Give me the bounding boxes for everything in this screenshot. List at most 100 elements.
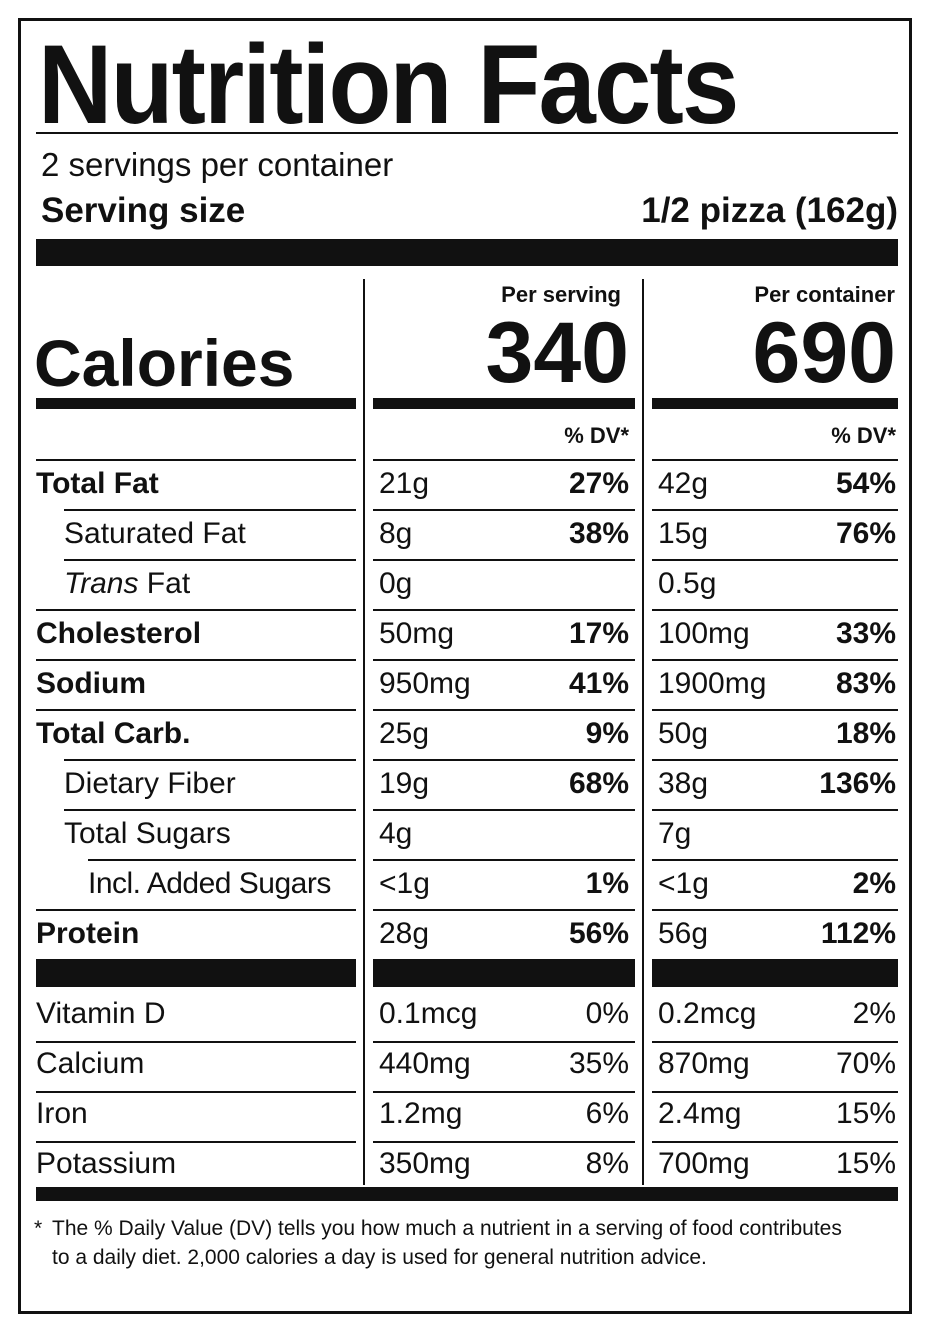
dv-header-serving: % DV*	[564, 423, 629, 448]
row-divider-left	[64, 559, 356, 561]
micronutrient-name: Calcium	[36, 1047, 145, 1080]
title-divider	[36, 132, 898, 134]
thick-divider	[36, 239, 898, 266]
nutrient-name: Saturated Fat	[64, 517, 246, 550]
label-title: Nutrition Facts	[38, 22, 739, 147]
container-amount: 2.4mg	[658, 1097, 742, 1130]
serving-dv: 38%	[568, 517, 629, 550]
nutrient-name: Total Sugars	[64, 817, 231, 850]
row-divider-left	[36, 659, 356, 661]
nutrient-name: Incl. Added Sugars	[88, 867, 331, 900]
row-divider-left	[64, 759, 356, 761]
micro-divider-left	[36, 1141, 356, 1143]
row-divider-middle	[373, 509, 635, 511]
micro-divider-right	[652, 1141, 898, 1143]
row-divider-right	[652, 559, 898, 561]
bottom-thick-divider	[36, 1187, 898, 1201]
row-divider-middle	[373, 859, 635, 861]
row-divider-left	[88, 859, 356, 861]
row-divider-right	[652, 459, 898, 461]
container-dv: 2%	[852, 867, 896, 900]
container-amount: 56g	[658, 917, 709, 950]
serving-dv: 56%	[568, 917, 629, 950]
container-dv: 54%	[835, 467, 896, 500]
row-divider-middle	[373, 659, 635, 661]
nutrient-name: Trans Fat	[64, 569, 190, 599]
calories-label: Calories	[34, 326, 295, 400]
serving-dv: 6%	[585, 1097, 629, 1130]
micronutrient-name: Iron	[36, 1097, 88, 1130]
nutrient-name-rest: Fat	[138, 567, 191, 600]
container-amount: <1g	[658, 867, 709, 900]
row-divider-right	[652, 509, 898, 511]
container-amount: 15g	[658, 517, 709, 550]
row-divider-right	[652, 809, 898, 811]
container-amount: 870mg	[658, 1047, 750, 1080]
container-amount: 42g	[658, 467, 709, 500]
serving-amount: 1.2mg	[379, 1097, 463, 1130]
container-dv: 76%	[835, 517, 896, 550]
nutrient-name: Dietary Fiber	[64, 767, 236, 800]
serving-amount: 19g	[379, 767, 430, 800]
container-dv: 112%	[820, 917, 896, 950]
row-divider-right	[652, 759, 898, 761]
row-divider-middle	[373, 459, 635, 461]
serving-amount: <1g	[379, 867, 430, 900]
nutrient-name: Total Carb.	[36, 717, 191, 750]
column-divider-left	[363, 279, 365, 1185]
serving-dv: 27%	[568, 467, 629, 500]
serving-dv: 9%	[585, 717, 629, 750]
container-dv: 15%	[835, 1147, 896, 1180]
protein-bar-right	[652, 959, 898, 987]
serving-amount: 950mg	[379, 667, 471, 700]
row-divider-middle	[373, 909, 635, 911]
serving-dv: 35%	[568, 1047, 629, 1080]
per-serving-label: Per serving	[501, 282, 621, 307]
serving-amount: 440mg	[379, 1047, 471, 1080]
container-dv: 83%	[835, 667, 896, 700]
container-dv: 33%	[835, 617, 896, 650]
container-dv: 15%	[835, 1097, 896, 1130]
calories-bar-right	[652, 398, 898, 409]
row-divider-right	[652, 609, 898, 611]
row-divider-left	[64, 809, 356, 811]
calories-bar-middle	[373, 398, 635, 409]
container-dv: 18%	[835, 717, 896, 750]
micronutrient-name: Potassium	[36, 1147, 177, 1180]
container-dv: 136%	[819, 767, 896, 800]
serving-amount: 4g	[379, 817, 413, 850]
serving-amount: 50mg	[379, 617, 455, 650]
protein-bar-left	[36, 959, 356, 987]
row-divider-middle	[373, 609, 635, 611]
row-divider-middle	[373, 809, 635, 811]
nutrient-name: Protein	[36, 917, 140, 950]
micro-divider-right	[652, 1041, 898, 1043]
container-amount: 700mg	[658, 1147, 750, 1180]
per-container-label: Per container	[754, 282, 895, 307]
serving-amount: 25g	[379, 717, 430, 750]
container-amount: 50g	[658, 717, 709, 750]
micro-divider-right	[652, 1091, 898, 1093]
serving-size-label: Serving size	[41, 191, 246, 230]
row-divider-middle	[373, 759, 635, 761]
column-divider-right	[642, 279, 644, 1185]
nutrition-label: Nutrition Facts 2 servings per container…	[18, 18, 912, 1314]
serving-amount: 0g	[379, 567, 413, 600]
serving-dv: 0%	[585, 997, 629, 1030]
micronutrient-name: Vitamin D	[36, 997, 166, 1030]
serving-dv: 68%	[568, 767, 629, 800]
footnote-marker: *	[34, 1217, 43, 1240]
serving-amount: 28g	[379, 917, 430, 950]
row-divider-right	[652, 709, 898, 711]
serving-dv: 17%	[568, 617, 629, 650]
container-amount: 0.2mcg	[658, 997, 757, 1030]
row-divider-left	[64, 509, 356, 511]
row-divider-left	[36, 609, 356, 611]
servings-per-container: 2 servings per container	[41, 146, 394, 183]
serving-dv: 41%	[568, 667, 629, 700]
serving-dv: 8%	[585, 1147, 629, 1180]
calories-per-serving: 340	[485, 305, 630, 401]
dv-header-container: % DV*	[831, 423, 896, 448]
serving-amount: 0.1mcg	[379, 997, 478, 1030]
container-amount: 0.5g	[658, 567, 717, 600]
